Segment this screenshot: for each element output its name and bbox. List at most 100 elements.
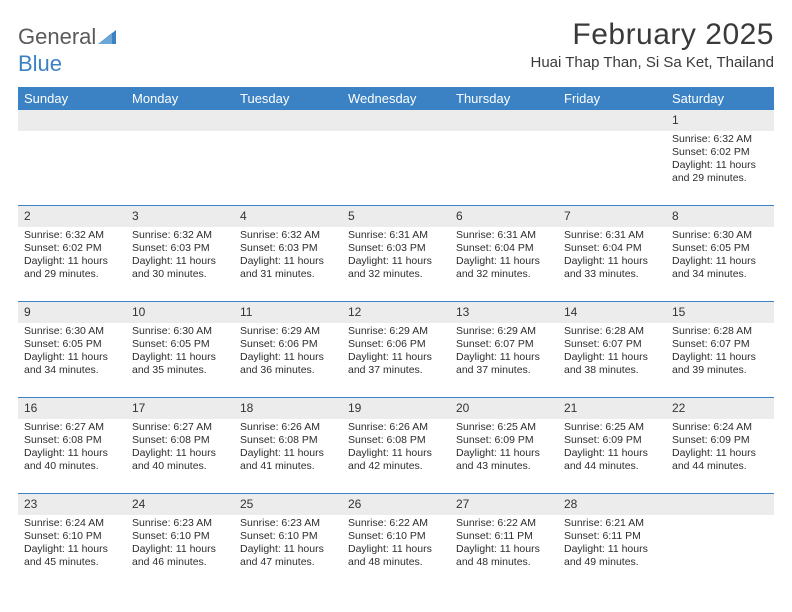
- sunrise-text: Sunrise: 6:24 AM: [672, 421, 768, 434]
- day-cell: 4 Sunrise: 6:32 AMSunset: 6:03 PMDaylight…: [234, 206, 342, 301]
- sunrise-text: Sunrise: 6:27 AM: [24, 421, 120, 434]
- brand-word-2: Blue: [18, 51, 62, 77]
- daylight-text: Daylight: 11 hours and 34 minutes.: [24, 351, 120, 377]
- day-cell: [558, 110, 666, 205]
- day-body: Sunrise: 6:27 AMSunset: 6:08 PMDaylight:…: [18, 419, 126, 493]
- day-body: Sunrise: 6:23 AMSunset: 6:10 PMDaylight:…: [126, 515, 234, 589]
- day-body: Sunrise: 6:28 AMSunset: 6:07 PMDaylight:…: [558, 323, 666, 397]
- day-number: 1: [666, 110, 774, 131]
- day-body: Sunrise: 6:30 AMSunset: 6:05 PMDaylight:…: [126, 323, 234, 397]
- week-row: 9Sunrise: 6:30 AMSunset: 6:05 PMDaylight…: [18, 301, 774, 397]
- brand-logo: General: [18, 18, 122, 50]
- sunset-text: Sunset: 6:08 PM: [348, 434, 444, 447]
- sunset-text: Sunset: 6:02 PM: [672, 146, 768, 159]
- day-number: [18, 110, 126, 131]
- day-number: 2: [18, 206, 126, 227]
- day-cell: 23Sunrise: 6:24 AMSunset: 6:10 PMDayligh…: [18, 494, 126, 589]
- sunset-text: Sunset: 6:07 PM: [456, 338, 552, 351]
- day-cell: 1Sunrise: 6:32 AMSunset: 6:02 PMDaylight…: [666, 110, 774, 205]
- calendar: Sunday Monday Tuesday Wednesday Thursday…: [18, 87, 774, 589]
- day-cell: 25Sunrise: 6:23 AMSunset: 6:10 PMDayligh…: [234, 494, 342, 589]
- daylight-text: Daylight: 11 hours and 40 minutes.: [132, 447, 228, 473]
- sunset-text: Sunset: 6:03 PM: [240, 242, 336, 255]
- sunrise-text: Sunrise: 6:23 AM: [132, 517, 228, 530]
- day-number: [342, 110, 450, 131]
- day-number: 27: [450, 494, 558, 515]
- day-cell: 10Sunrise: 6:30 AMSunset: 6:05 PMDayligh…: [126, 302, 234, 397]
- weekday-header: Monday: [126, 87, 234, 110]
- sunrise-text: Sunrise: 6:32 AM: [672, 133, 768, 146]
- day-number: [126, 110, 234, 131]
- day-number: 10: [126, 302, 234, 323]
- daylight-text: Daylight: 11 hours and 49 minutes.: [564, 543, 660, 569]
- sunrise-text: Sunrise: 6:31 AM: [348, 229, 444, 242]
- daylight-text: Daylight: 11 hours and 31 minutes.: [240, 255, 336, 281]
- daylight-text: Daylight: 11 hours and 35 minutes.: [132, 351, 228, 377]
- sunset-text: Sunset: 6:11 PM: [456, 530, 552, 543]
- day-body: [234, 131, 342, 205]
- day-number: 20: [450, 398, 558, 419]
- day-body: Sunrise: 6:25 AMSunset: 6:09 PMDaylight:…: [450, 419, 558, 493]
- sunrise-text: Sunrise: 6:21 AM: [564, 517, 660, 530]
- weekday-header: Friday: [558, 87, 666, 110]
- day-number: 4: [234, 206, 342, 227]
- daylight-text: Daylight: 11 hours and 37 minutes.: [456, 351, 552, 377]
- day-cell: 7Sunrise: 6:31 AMSunset: 6:04 PMDaylight…: [558, 206, 666, 301]
- sunset-text: Sunset: 6:09 PM: [672, 434, 768, 447]
- sunrise-text: Sunrise: 6:32 AM: [240, 229, 336, 242]
- sunrise-text: Sunrise: 6:30 AM: [132, 325, 228, 338]
- day-number: [558, 110, 666, 131]
- sunrise-text: Sunrise: 6:26 AM: [348, 421, 444, 434]
- weekday-header: Sunday: [18, 87, 126, 110]
- daylight-text: Daylight: 11 hours and 41 minutes.: [240, 447, 336, 473]
- day-cell: 27Sunrise: 6:22 AMSunset: 6:11 PMDayligh…: [450, 494, 558, 589]
- day-body: Sunrise: 6:28 AMSunset: 6:07 PMDaylight:…: [666, 323, 774, 397]
- sunset-text: Sunset: 6:05 PM: [132, 338, 228, 351]
- sunrise-text: Sunrise: 6:30 AM: [672, 229, 768, 242]
- day-cell: 8Sunrise: 6:30 AMSunset: 6:05 PMDaylight…: [666, 206, 774, 301]
- weekday-header: Saturday: [666, 87, 774, 110]
- day-body: Sunrise: 6:21 AMSunset: 6:11 PMDaylight:…: [558, 515, 666, 589]
- day-body: [666, 515, 774, 589]
- sunrise-text: Sunrise: 6:29 AM: [348, 325, 444, 338]
- day-cell: [126, 110, 234, 205]
- daylight-text: Daylight: 11 hours and 39 minutes.: [672, 351, 768, 377]
- weekday-header: Wednesday: [342, 87, 450, 110]
- daylight-text: Daylight: 11 hours and 44 minutes.: [564, 447, 660, 473]
- day-cell: 20Sunrise: 6:25 AMSunset: 6:09 PMDayligh…: [450, 398, 558, 493]
- sunset-text: Sunset: 6:09 PM: [564, 434, 660, 447]
- sunrise-text: Sunrise: 6:31 AM: [564, 229, 660, 242]
- day-cell: 15Sunrise: 6:28 AMSunset: 6:07 PMDayligh…: [666, 302, 774, 397]
- day-number: [666, 494, 774, 515]
- weekday-header-row: Sunday Monday Tuesday Wednesday Thursday…: [18, 87, 774, 110]
- weeks-container: 1Sunrise: 6:32 AMSunset: 6:02 PMDaylight…: [18, 110, 774, 589]
- brand-sail-icon: [98, 28, 120, 46]
- daylight-text: Daylight: 11 hours and 37 minutes.: [348, 351, 444, 377]
- sunrise-text: Sunrise: 6:29 AM: [240, 325, 336, 338]
- day-body: [126, 131, 234, 205]
- day-number: [234, 110, 342, 131]
- day-number: 16: [18, 398, 126, 419]
- day-cell: 28Sunrise: 6:21 AMSunset: 6:11 PMDayligh…: [558, 494, 666, 589]
- day-cell: 16Sunrise: 6:27 AMSunset: 6:08 PMDayligh…: [18, 398, 126, 493]
- sunset-text: Sunset: 6:10 PM: [24, 530, 120, 543]
- month-title: February 2025: [531, 18, 775, 52]
- sunset-text: Sunset: 6:10 PM: [132, 530, 228, 543]
- day-cell: 18Sunrise: 6:26 AMSunset: 6:08 PMDayligh…: [234, 398, 342, 493]
- day-number: 21: [558, 398, 666, 419]
- sunset-text: Sunset: 6:10 PM: [348, 530, 444, 543]
- day-cell: 3Sunrise: 6:32 AMSunset: 6:03 PMDaylight…: [126, 206, 234, 301]
- daylight-text: Daylight: 11 hours and 36 minutes.: [240, 351, 336, 377]
- daylight-text: Daylight: 11 hours and 32 minutes.: [348, 255, 444, 281]
- day-number: 25: [234, 494, 342, 515]
- day-body: Sunrise: 6:29 AMSunset: 6:07 PMDaylight:…: [450, 323, 558, 397]
- day-cell: [450, 110, 558, 205]
- daylight-text: Daylight: 11 hours and 33 minutes.: [564, 255, 660, 281]
- sunrise-text: Sunrise: 6:23 AM: [240, 517, 336, 530]
- day-number: 3: [126, 206, 234, 227]
- daylight-text: Daylight: 11 hours and 34 minutes.: [672, 255, 768, 281]
- sunrise-text: Sunrise: 6:27 AM: [132, 421, 228, 434]
- day-cell: 13Sunrise: 6:29 AMSunset: 6:07 PMDayligh…: [450, 302, 558, 397]
- day-cell: 26Sunrise: 6:22 AMSunset: 6:10 PMDayligh…: [342, 494, 450, 589]
- daylight-text: Daylight: 11 hours and 30 minutes.: [132, 255, 228, 281]
